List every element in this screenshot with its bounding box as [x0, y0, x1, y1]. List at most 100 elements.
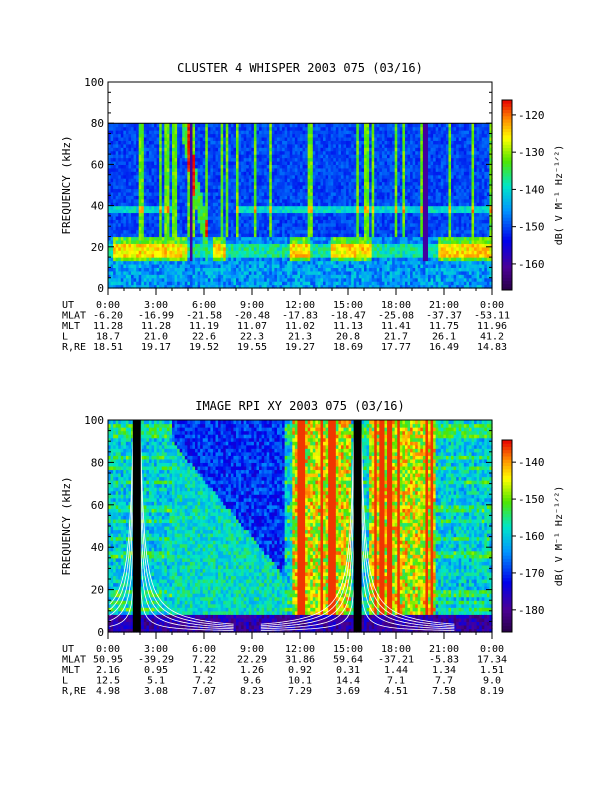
spectrogram-cell [223, 236, 227, 241]
spectrogram-cell [113, 260, 117, 265]
spectrogram-cell [253, 133, 258, 138]
spectrogram-cell [172, 178, 176, 183]
spectrogram-cell [182, 260, 186, 265]
spectrogram-cell [143, 250, 147, 255]
spectrogram-cell [138, 178, 142, 183]
spectrogram-cell [243, 263, 247, 268]
spectrogram-cell [151, 157, 155, 162]
spectrogram-cell [133, 185, 137, 190]
spectrogram-cell [133, 136, 137, 141]
spectrogram-cell [238, 143, 242, 148]
spectrogram-cell [141, 212, 145, 217]
spectrogram-cell [115, 143, 119, 148]
spectrogram-cell [151, 267, 155, 272]
spectrogram-cell [261, 267, 265, 272]
spectrogram-cell [169, 243, 173, 248]
spectrogram-cell [120, 188, 124, 193]
spectrogram-cell [187, 167, 191, 172]
spectrogram-cell [243, 209, 247, 214]
spectrogram-cell [179, 178, 183, 183]
spectrogram-cell [225, 229, 229, 234]
spectrogram-cell [108, 229, 112, 234]
spectrogram-cell [169, 263, 173, 268]
spectrogram-cell [184, 126, 188, 131]
spectrogram-cell [182, 219, 186, 224]
spectrogram-cell [156, 209, 160, 214]
spectrogram-cell [154, 140, 158, 145]
spectrogram-cell [243, 257, 247, 262]
spectrogram-cell [169, 198, 173, 203]
spectrogram-cell [159, 284, 163, 289]
spectrogram-cell [118, 178, 122, 183]
spectrogram-cell [246, 143, 250, 148]
spectrogram-cell [210, 209, 214, 214]
spectrogram-cell [207, 253, 211, 258]
spectrogram-cell [195, 205, 199, 210]
spectrogram-cell [210, 274, 214, 279]
spectrogram-cell [148, 212, 153, 217]
spectrogram-cell [264, 267, 268, 272]
spectrogram-cell [182, 164, 186, 169]
spectrogram-cell [172, 239, 176, 244]
spectrogram-cell [108, 212, 112, 217]
spectrogram-cell [128, 160, 132, 165]
spectrogram-cell [120, 226, 124, 231]
spectrogram-cell [136, 123, 140, 128]
spectrogram-cell [205, 284, 209, 289]
spectrogram-cell [161, 219, 165, 224]
spectrogram-cell [197, 253, 201, 258]
spectrogram-cell [174, 236, 178, 241]
spectrogram-cell [256, 215, 260, 220]
spectrogram-cell [148, 123, 153, 128]
spectrogram-cell [138, 219, 142, 224]
spectrogram-cell [136, 236, 140, 241]
spectrogram-cell [108, 133, 112, 138]
spectrogram-cell [172, 188, 176, 193]
spectrogram-cell [200, 150, 204, 155]
spectrogram-cell [223, 229, 227, 234]
spectrogram-cell [161, 212, 165, 217]
spectrogram-cell [146, 277, 150, 282]
spectrogram-cell [108, 202, 112, 207]
spectrogram-cell [177, 219, 181, 224]
spectrogram-cell [266, 198, 270, 203]
spectrogram-cell [123, 198, 127, 203]
spectrogram-cell [164, 154, 168, 159]
spectrogram-cell [120, 171, 124, 176]
spectrogram-cell [269, 205, 273, 210]
spectrogram-cell [146, 215, 150, 220]
spectrogram-cell [174, 212, 178, 217]
spectrogram-cell [243, 198, 247, 203]
spectrogram-cell [172, 133, 176, 138]
spectrogram-cell [108, 284, 112, 289]
spectrogram-cell [182, 212, 186, 217]
spectrogram-cell [253, 178, 258, 183]
spectrogram-cell [131, 277, 135, 282]
spectrogram-cell [146, 229, 150, 234]
spectrogram-cell [148, 267, 153, 272]
spectrogram-cell [131, 274, 135, 279]
spectrogram-cell [177, 143, 181, 148]
spectrogram-cell [177, 263, 181, 268]
spectrogram-cell [266, 181, 270, 186]
spectrogram-cell [228, 246, 232, 251]
spectrogram-cell [233, 253, 237, 258]
spectrogram-cell [164, 239, 168, 244]
spectrogram-cell [118, 157, 122, 162]
spectrogram-cell [184, 281, 188, 286]
spectrogram-cell [174, 174, 178, 179]
spectrogram-cell [223, 222, 227, 227]
spectrogram-cell [166, 243, 171, 248]
spectrogram-cell [154, 195, 158, 200]
spectrogram-cell [136, 185, 140, 190]
spectrogram-cell [210, 154, 214, 159]
spectrogram-cell [161, 198, 165, 203]
spectrogram-cell [108, 219, 112, 224]
spectrogram-cell [210, 267, 214, 272]
spectrogram-cell [113, 133, 117, 138]
spectrogram-cell [233, 226, 237, 231]
spectrogram-cell [215, 178, 219, 183]
spectrogram-cell [146, 236, 150, 241]
spectrogram-cell [182, 160, 186, 165]
spectrogram-cell [113, 277, 117, 282]
